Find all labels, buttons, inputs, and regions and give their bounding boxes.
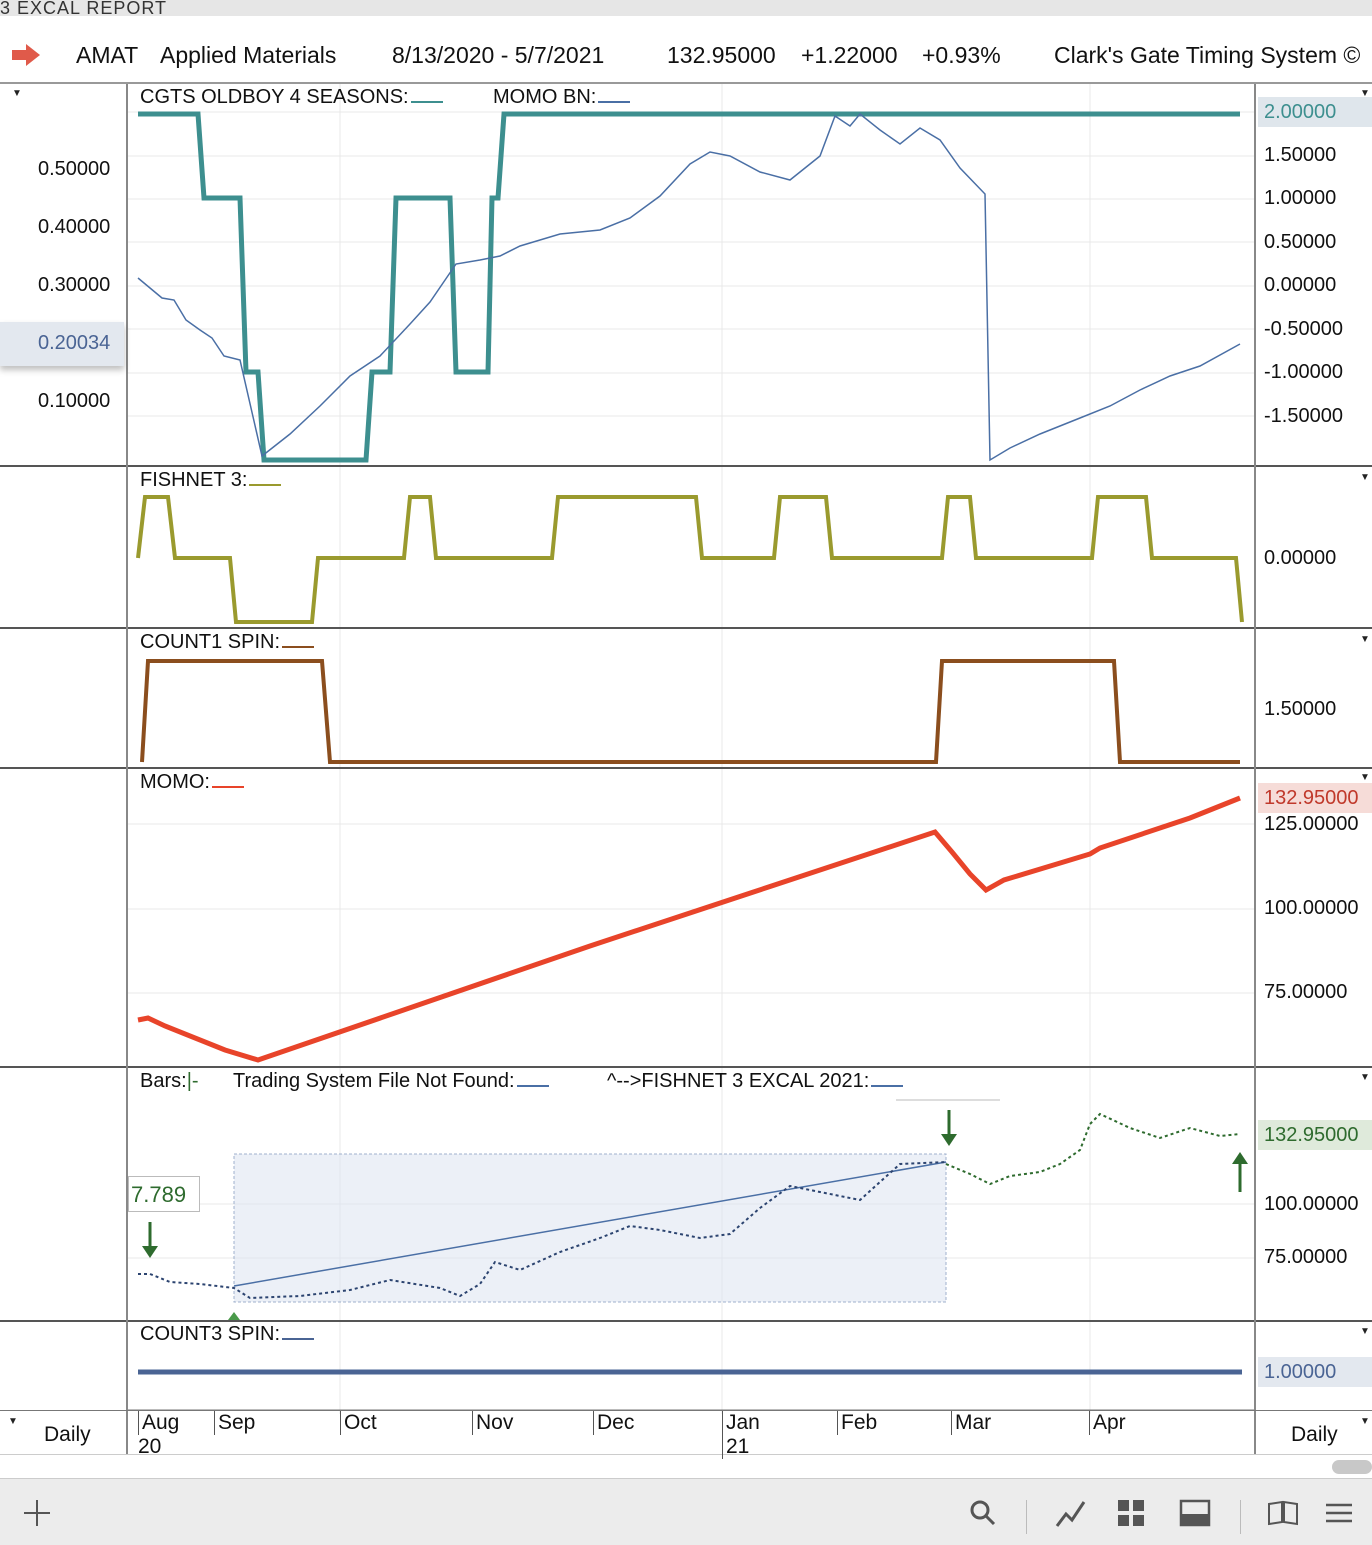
month-label: Oct xyxy=(340,1411,377,1435)
momo-current-badge: 132.95000 xyxy=(1258,783,1372,813)
right-tick: 0.50000 xyxy=(1264,231,1337,253)
panel3-label: COUNT1 SPIN: xyxy=(140,631,315,654)
window-title: 3 EXCAL REPORT xyxy=(0,0,1372,16)
month-label: Dec xyxy=(593,1411,634,1435)
year-label: 21 xyxy=(722,1435,749,1459)
symbol-header: AMAT Applied Materials 8/13/2020 - 5/7/2… xyxy=(0,26,1372,84)
arrow-right-icon[interactable] xyxy=(12,44,40,66)
menu-icon[interactable] xyxy=(1322,1496,1356,1530)
month-label: Aug xyxy=(138,1411,179,1435)
left-value-box: 7.789 xyxy=(128,1176,200,1212)
price-change-pct: +0.93% xyxy=(922,42,1001,68)
right-tick: 0.00000 xyxy=(1264,547,1337,569)
price-current-badge: 132.95000 xyxy=(1258,1120,1372,1150)
right-tick: 1.50000 xyxy=(1264,144,1337,166)
price-bars xyxy=(138,1161,947,1300)
panel5-label-fishnet: ^-->FISHNET 3 EXCAL 2021: xyxy=(607,1070,904,1093)
grid-icon[interactable] xyxy=(1114,1496,1148,1530)
month-label: Feb xyxy=(837,1411,877,1435)
plus-icon[interactable] xyxy=(20,1496,54,1530)
count1-spin-line xyxy=(140,659,1240,764)
month-label: Nov xyxy=(472,1411,513,1435)
right-tick: 1.50000 xyxy=(1264,698,1337,720)
right-tick: 100.00000 xyxy=(1264,1193,1359,1215)
panel2-label: FISHNET 3: xyxy=(140,469,282,492)
oldboy-seasons-line xyxy=(138,111,1240,463)
right-tick: 100.00000 xyxy=(1264,897,1359,919)
price-change: +1.22000 xyxy=(801,42,898,68)
symbol: AMAT xyxy=(76,42,139,68)
search-icon[interactable] xyxy=(966,1496,1000,1530)
panel1-label2: MOMO BN: xyxy=(493,86,631,109)
panel5-label-system: Trading System File Not Found: xyxy=(233,1070,549,1093)
left-period-label[interactable]: Daily xyxy=(44,1423,91,1446)
right-period-menu-icon[interactable]: ▼ xyxy=(1360,1416,1370,1427)
right-tick: 0.00000 xyxy=(1264,274,1337,296)
up-arrow-icon xyxy=(1232,1152,1248,1192)
right-period-label[interactable]: Daily xyxy=(1291,1423,1338,1446)
fishnet-line xyxy=(136,495,1244,624)
right-tick: 75.00000 xyxy=(1264,981,1348,1003)
right-current-badge: 2.00000 xyxy=(1258,97,1372,127)
month-label: Sep xyxy=(214,1411,255,1435)
right-tick: 125.00000 xyxy=(1264,813,1359,835)
momo-bn-line xyxy=(137,112,1241,462)
panel5-label-bars: Bars:|- xyxy=(140,1070,199,1092)
panel2-menu-icon[interactable]: ▼ xyxy=(1360,472,1370,483)
year-label: 20 xyxy=(138,1435,162,1458)
chart-area[interactable] xyxy=(0,84,1372,1454)
panel4-menu-icon[interactable]: ▼ xyxy=(1360,772,1370,783)
panel3-menu-icon[interactable]: ▼ xyxy=(1360,634,1370,645)
panel5-menu-icon[interactable]: ▼ xyxy=(1360,1072,1370,1083)
last-price: 132.95000 xyxy=(667,42,776,68)
left-current-value: 0.20034 xyxy=(38,332,111,354)
right-tick: -1.00000 xyxy=(1264,361,1343,383)
bottom-toolbar xyxy=(0,1478,1372,1545)
right-tick: 75.00000 xyxy=(1264,1246,1348,1268)
line-chart-icon[interactable] xyxy=(1054,1496,1088,1530)
month-label: Jan xyxy=(722,1411,760,1435)
left-tick: 0.40000 xyxy=(38,216,111,238)
month-label: Apr xyxy=(1089,1411,1126,1435)
panel6-menu-icon[interactable]: ▼ xyxy=(1360,1326,1370,1337)
panel6-label: COUNT3 SPIN: xyxy=(140,1323,315,1346)
panel-icon[interactable] xyxy=(1178,1496,1212,1530)
count3-current-badge: 1.00000 xyxy=(1258,1357,1372,1387)
book-icon[interactable] xyxy=(1266,1496,1300,1530)
panel1-right-menu-icon[interactable]: ▼ xyxy=(1360,88,1370,99)
month-label: Mar xyxy=(951,1411,991,1435)
buy-arrow-icon xyxy=(142,1222,158,1258)
momo-line xyxy=(137,795,1241,1063)
left-tick: 0.50000 xyxy=(38,158,111,180)
panel1-label: CGTS OLDBOY 4 SEASONS: xyxy=(140,86,443,109)
date-range: 8/13/2020 - 5/7/2021 xyxy=(392,42,605,68)
horizontal-scrollbar[interactable] xyxy=(1332,1460,1372,1474)
left-tick: 0.10000 xyxy=(38,390,111,412)
panel1-menu-icon[interactable]: ▼ xyxy=(12,88,22,99)
panel4-label: MOMO: xyxy=(140,771,244,794)
right-tick: -1.50000 xyxy=(1264,405,1343,427)
right-tick: -0.50000 xyxy=(1264,318,1343,340)
left-period-menu-icon[interactable]: ▼ xyxy=(8,1416,18,1427)
left-tick: 0.30000 xyxy=(38,274,111,296)
price-bars-green xyxy=(945,1112,1241,1186)
system-name: Clark's Gate Timing System © xyxy=(1054,42,1361,68)
company-name: Applied Materials xyxy=(160,42,337,68)
sell-arrow-icon xyxy=(941,1110,957,1146)
left-current-badge xyxy=(0,322,124,366)
right-tick: 1.00000 xyxy=(1264,187,1337,209)
